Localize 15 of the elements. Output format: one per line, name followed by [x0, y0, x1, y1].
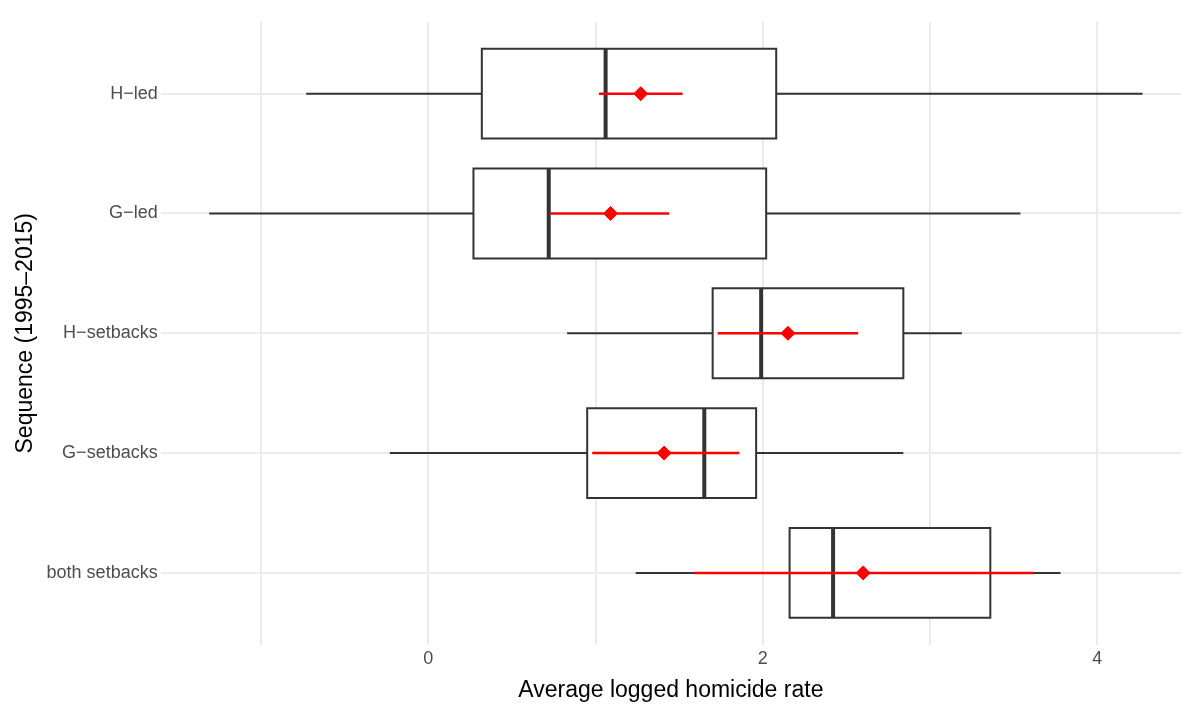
y-tick-label: G−setbacks — [62, 442, 158, 463]
x-tick-label: 2 — [757, 647, 768, 668]
point — [633, 86, 649, 102]
y-tick-label: both setbacks — [46, 561, 158, 582]
y-axis-title: Sequence (1995–2015) — [11, 213, 38, 454]
x-axis-title: Average logged homicide rate — [518, 675, 824, 702]
point — [855, 565, 871, 581]
y-tick-label: H−setbacks — [63, 322, 158, 343]
x-tick-label: 4 — [1092, 647, 1103, 668]
y-tick-label: H−led — [110, 82, 158, 103]
y-tick-label: G−led — [109, 202, 158, 223]
point — [656, 445, 672, 461]
point — [603, 205, 619, 221]
x-tick-label: 0 — [423, 647, 434, 668]
point — [780, 325, 796, 341]
